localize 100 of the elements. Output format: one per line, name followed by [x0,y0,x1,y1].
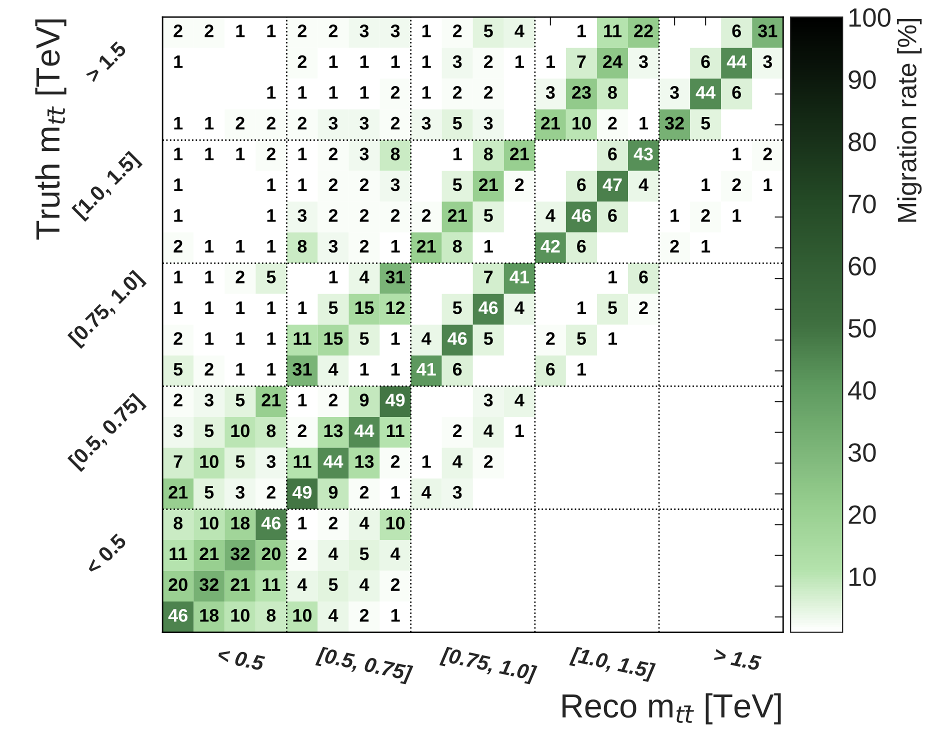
data-label: 2 [174,24,182,38]
data-label: 7 [174,455,182,468]
data-label: 11 [294,332,312,345]
data-label: 1 [298,516,307,530]
data-label: 4 [638,178,648,191]
data-label: 2 [484,55,493,68]
data-label: 11 [386,424,404,438]
data-label: 3 [390,178,400,192]
data-label: 2 [298,116,306,130]
data-label: 5 [452,116,462,130]
data-label: 4 [297,578,308,591]
data-label: 8 [484,148,493,160]
y-axis-title: Truth m$_{tt̄}$ [TeV] [35,20,66,240]
data-label: 1 [298,148,307,160]
data-label: 44 [354,424,374,438]
color-bar-label: 70 [848,194,876,214]
data-label: 44 [726,55,747,68]
data-label: 42 [540,240,560,252]
data-label: 2 [639,301,648,314]
data-label: 1 [267,332,276,345]
data-label: 2 [422,209,431,222]
data-label: 8 [266,424,276,438]
color-bar-label: 40 [848,381,876,400]
data-label: 2 [328,394,338,406]
data-label: 1 [174,55,183,68]
data-label: 4 [546,209,556,222]
data-label: 1 [391,240,400,252]
x-tick-label: [0.75, 1.0] [439,646,538,686]
data-label: 1 [236,148,245,160]
data-label: 2 [484,455,493,468]
data-label: 31 [292,362,312,376]
data-label: 5 [484,332,493,345]
data-label: 21 [448,209,467,222]
data-label: 1 [732,148,742,160]
data-label: 5 [452,178,462,192]
data-label: 2 [174,240,182,252]
data-label: 13 [324,424,343,438]
color-bar-label: 30 [848,443,876,462]
data-label: 6 [577,178,586,192]
data-label: 2 [236,270,244,284]
data-label: 6 [732,86,741,99]
data-label: 15 [324,332,343,345]
data-label: 32 [664,116,684,130]
data-label: 1 [391,55,400,68]
data-label: 3 [328,116,338,130]
data-label: 43 [634,148,653,160]
data-label: 2 [328,209,338,222]
data-label: 1 [422,86,431,99]
data-label: 1 [298,86,307,99]
data-label: 2 [515,178,524,191]
data-label: 4 [360,516,370,530]
data-label: 2 [360,608,369,622]
data-label: 21 [510,148,529,160]
data-label: 46 [478,301,498,314]
data-label: 1 [298,394,307,406]
data-label: 24 [603,55,622,68]
data-label: 6 [732,24,741,38]
data-label: 3 [546,86,555,99]
data-label: 1 [422,55,431,68]
data-label: 4 [328,363,338,376]
data-label: 6 [546,362,555,376]
data-label: 10 [231,608,250,622]
data-label: 2 [452,24,462,38]
data-label: 3 [328,240,338,253]
data-label: 2 [390,86,400,99]
data-label: 8 [266,608,276,622]
data-label: 1 [174,209,183,222]
data-label: 1 [578,302,586,314]
data-label: 1 [453,148,462,160]
data-label: 1 [640,116,648,130]
data-label: 3 [360,148,369,160]
data-label: 1 [205,270,214,284]
data-label: 1 [174,116,183,130]
color-bar-label: 10 [849,568,876,586]
data-label: 1 [608,270,618,284]
x-tick-label: < 0.5 [217,646,266,671]
x-tick-label: [1.0, 1.5] [569,646,656,683]
data-label: 3 [204,394,214,406]
data-label: 6 [608,209,617,222]
data-label: 21 [478,178,498,191]
data-label: 2 [390,578,400,591]
data-label: 2 [452,424,462,438]
data-label: 2 [390,209,400,222]
data-label: 21 [262,394,281,406]
data-label: 1 [267,209,276,222]
data-label: 46 [448,332,467,345]
data-label: 11 [604,24,622,38]
data-label: 2 [390,116,400,130]
data-label: 3 [670,86,679,99]
data-label: 8 [298,240,307,253]
data-label: 1 [702,178,710,191]
data-label: 3 [173,424,182,438]
data-label: 1 [578,363,586,376]
data-label: 1 [329,86,338,99]
data-label: 47 [602,178,622,191]
data-label: 7 [484,270,493,284]
data-label: 1 [174,148,183,160]
data-label: 5 [328,302,338,314]
data-label: 2 [452,86,462,99]
data-label: 4 [514,394,524,406]
